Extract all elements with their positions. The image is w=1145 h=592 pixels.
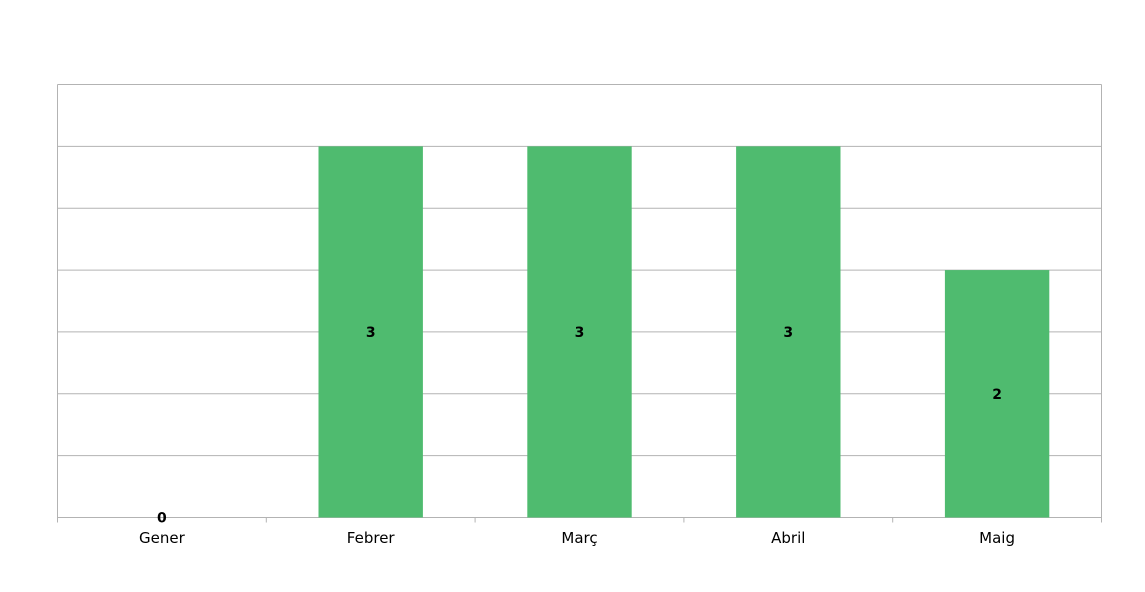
bar-febrer: [318, 146, 423, 518]
x-tick-label: Abril: [771, 529, 805, 547]
data-label: 0: [157, 511, 167, 527]
bar-març: [527, 146, 632, 518]
x-tick-label: Febrer: [347, 529, 396, 547]
bar-abril: [736, 146, 841, 518]
data-label: 3: [575, 325, 585, 341]
data-label: 2: [992, 387, 1002, 403]
data-label: 3: [366, 325, 376, 341]
data-label: 3: [783, 325, 793, 341]
x-tick-label: Maig: [979, 529, 1015, 547]
x-tick-label: Gener: [139, 529, 186, 547]
bar-maig: [944, 270, 1050, 518]
x-tick-label: Març: [561, 529, 597, 547]
